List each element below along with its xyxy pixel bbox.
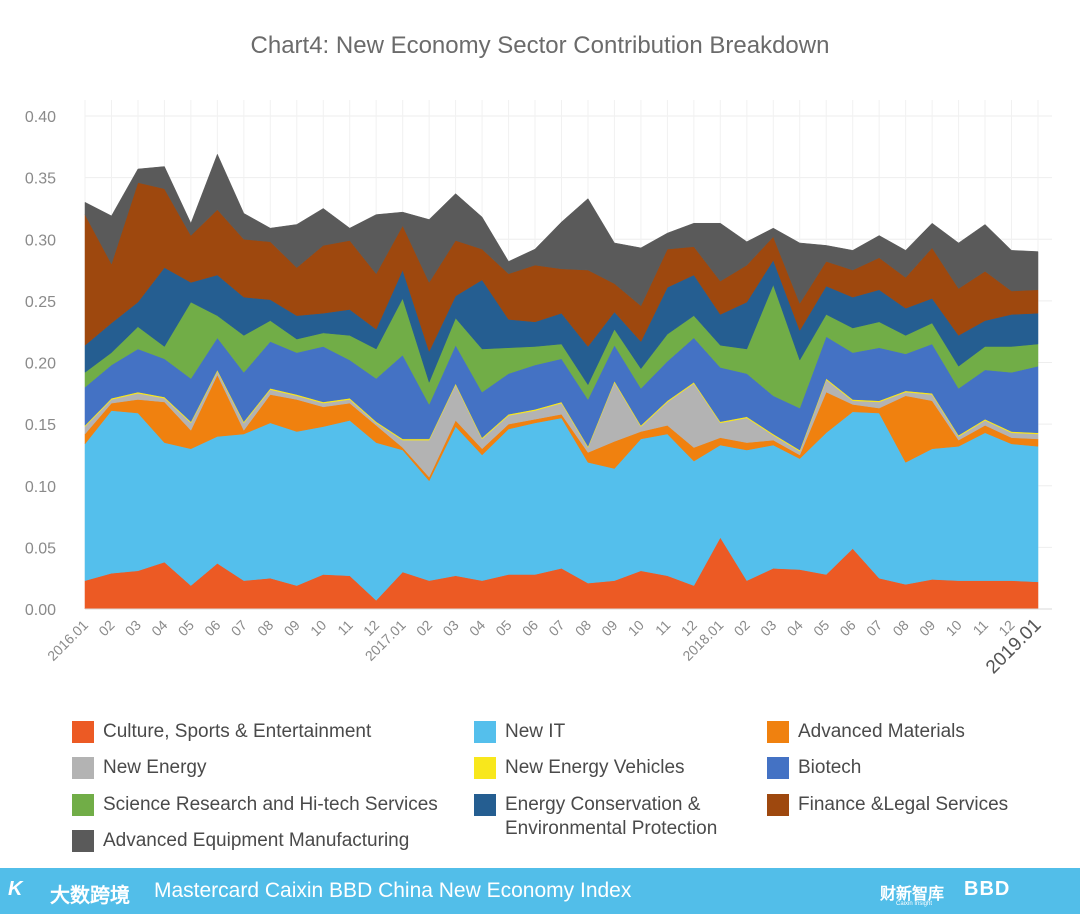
- x-tick-label: 03: [122, 617, 144, 639]
- legend-swatch-biotech: [767, 757, 789, 779]
- legend-swatch-science-research: [72, 794, 94, 816]
- x-tick-label: 04: [148, 617, 170, 639]
- x-tick-label: 05: [175, 617, 197, 639]
- legend-swatch-finance-legal: [767, 794, 789, 816]
- y-tick-label: 0.10: [25, 479, 56, 496]
- caixin-insight-subtitle: Caixin Insight: [896, 901, 933, 907]
- left-logo-mark: K: [8, 878, 23, 900]
- x-tick-label: 02: [413, 617, 435, 639]
- caixin-insight-logo: 财新智库: [880, 886, 945, 903]
- legend-item-culture: Culture, Sports & Entertainment: [72, 720, 371, 744]
- legend-swatch-energy-conservation: [474, 794, 496, 816]
- legend-label: Advanced Materials: [798, 721, 965, 742]
- legend-swatch-culture: [72, 721, 94, 743]
- legend-swatch-new-it: [474, 721, 496, 743]
- y-tick-label: 0.00: [25, 602, 56, 619]
- legend-label: Biotech: [798, 757, 862, 778]
- x-tick-label: 07: [545, 617, 567, 639]
- legend-label: Culture, Sports & Entertainment: [103, 721, 372, 742]
- x-tick-label: 11: [652, 617, 674, 639]
- x-tick-label: 10: [307, 617, 329, 639]
- footer-index-name: Mastercard Caixin BBD China New Economy …: [154, 879, 632, 902]
- x-tick-label: 09: [598, 617, 620, 639]
- left-logo-text: 大数跨境: [50, 885, 130, 907]
- x-tick-label: 10: [942, 617, 964, 639]
- legend-label-line1: Energy Conservation &: [505, 794, 701, 815]
- x-tick-label: 03: [757, 617, 779, 639]
- x-tick-label: 08: [889, 617, 911, 639]
- x-tick-label: 10: [625, 617, 647, 639]
- x-tick-label: 02: [731, 617, 753, 639]
- x-tick-label: 08: [254, 617, 276, 639]
- y-tick-label: 0.20: [25, 356, 56, 373]
- legend-item-advanced-materials: Advanced Materials: [767, 720, 965, 744]
- legend-label: New Energy: [103, 757, 207, 778]
- legend-item-finance-legal: Finance &Legal Services: [767, 793, 1008, 817]
- legend-swatch-new-energy-vehicles: [474, 757, 496, 779]
- y-tick-label: 0.30: [25, 232, 56, 249]
- y-axis: 0.00 0.05 0.10 0.15 0.20 0.25 0.30 0.35 0.40: [25, 109, 56, 619]
- x-tick-label: 07: [228, 617, 250, 639]
- x-tick-label: 04: [466, 617, 488, 639]
- legend-label-line2: Environmental Protection: [505, 818, 718, 839]
- legend-label: Advanced Equipment Manufacturing: [103, 830, 410, 851]
- legend-label: Science Research and Hi-tech Services: [103, 794, 438, 815]
- y-tick-label: 0.25: [25, 294, 56, 311]
- x-tick-label: 11: [334, 617, 356, 639]
- x-tick-label: 05: [492, 617, 514, 639]
- legend: Culture, Sports & Entertainment New IT A…: [0, 716, 1080, 866]
- y-tick-label: 0.35: [25, 171, 56, 188]
- legend-swatch-advanced-equipment: [72, 830, 94, 852]
- chart-title: Chart4: New Economy Sector Contribution …: [250, 32, 830, 59]
- legend-item-advanced-equipment: Advanced Equipment Manufacturing: [72, 829, 409, 853]
- x-tick-label: 2016.01: [44, 617, 91, 664]
- x-tick-label: 07: [863, 617, 885, 639]
- y-tick-label: 0.15: [25, 417, 56, 434]
- x-tick-label: 06: [519, 617, 541, 639]
- x-tick-label: 09: [916, 617, 938, 639]
- legend-label: New Energy Vehicles: [505, 757, 685, 778]
- x-tick-label: 04: [784, 617, 806, 639]
- stacked-area-chart: 0.00 0.05 0.10 0.15 0.20 0.25 0.30 0.35 0.40 201…: [25, 100, 1052, 678]
- x-tick-label: 06: [201, 617, 223, 639]
- x-tick-label: 08: [572, 617, 594, 639]
- legend-item-new-energy-vehicles: New Energy Vehicles: [474, 756, 685, 780]
- legend-item-science-research: Science Research and Hi-tech Services: [72, 793, 438, 817]
- legend-item-energy-conservation: Energy Conservation & Environmental Prot…: [474, 793, 717, 841]
- legend-item-new-it: New IT: [474, 720, 565, 744]
- x-tick-label: 06: [836, 617, 858, 639]
- legend-label: Finance &Legal Services: [798, 794, 1009, 815]
- y-tick-label: 0.05: [25, 540, 56, 557]
- footer-bar: K 大数跨境 Mastercard Caixin BBD China New E…: [0, 868, 1080, 914]
- x-tick-label: 11: [970, 617, 992, 639]
- x-tick-label: 09: [281, 617, 303, 639]
- legend-swatch-new-energy: [72, 757, 94, 779]
- legend-label: New IT: [505, 721, 566, 742]
- x-tick-label: 03: [439, 617, 461, 639]
- legend-swatch-advanced-materials: [767, 721, 789, 743]
- bbd-logo: BBD: [964, 878, 1011, 900]
- area-advanced-equipment-manufacturing: [84, 153, 1039, 307]
- x-tick-label: 2019.01: [982, 615, 1045, 678]
- legend-item-biotech: Biotech: [767, 756, 861, 780]
- y-tick-label: 0.40: [25, 109, 56, 126]
- legend-item-new-energy: New Energy: [72, 756, 207, 780]
- x-tick-label: 02: [95, 617, 117, 639]
- x-tick-label: 05: [810, 617, 832, 639]
- area-series: [84, 153, 1039, 610]
